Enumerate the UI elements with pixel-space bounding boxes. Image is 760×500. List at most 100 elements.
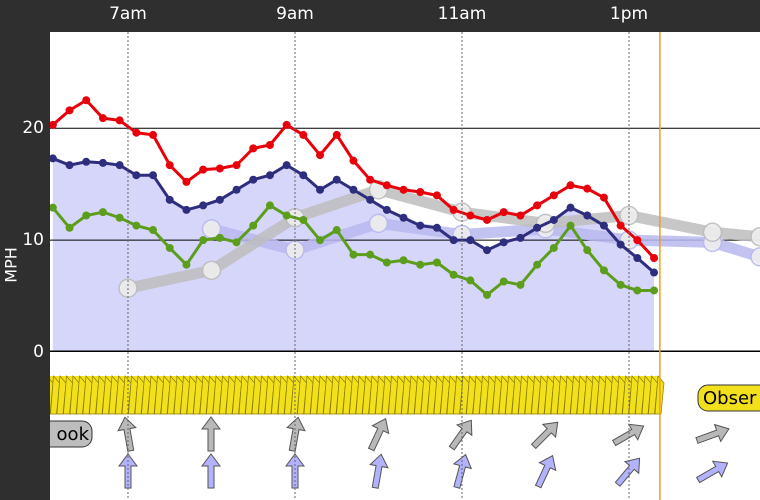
x-tick-label: 9am	[276, 4, 314, 24]
forecast-arrow	[452, 453, 473, 489]
axes: 7am 9am 11am 1pm 0 10 20	[22, 4, 648, 362]
outlook-arrow	[695, 423, 730, 444]
forecast-point	[702, 222, 723, 243]
series-point	[165, 195, 174, 204]
series-point	[483, 246, 492, 255]
series-point	[566, 221, 575, 230]
outlook-label: ook	[57, 424, 90, 445]
series-point	[633, 286, 642, 295]
series-point	[599, 266, 608, 275]
outlook-arrow	[201, 416, 221, 452]
forecast-point	[750, 247, 760, 267]
series-point	[149, 130, 158, 139]
y-tick-label: 0	[33, 342, 44, 362]
series-point	[483, 215, 492, 224]
series-point	[299, 171, 308, 180]
series-point	[633, 236, 642, 245]
series-point	[282, 161, 291, 170]
series-point	[115, 161, 124, 170]
series-point	[549, 191, 558, 200]
series-point	[549, 243, 558, 252]
series-point	[332, 175, 341, 184]
observed-label: Obser	[703, 388, 757, 409]
series-point	[50, 154, 57, 163]
series-point	[115, 116, 124, 125]
series-point	[165, 161, 174, 170]
forecast-line	[205, 217, 760, 263]
series-point	[249, 144, 258, 153]
series-point	[533, 223, 542, 232]
y-tick-label: 20	[22, 118, 44, 138]
series-point	[499, 238, 508, 247]
series-point	[316, 236, 325, 245]
series-point	[366, 175, 375, 184]
series-point	[449, 205, 458, 214]
x-tick-label: 7am	[109, 4, 147, 24]
series-point	[265, 141, 274, 150]
observed-pill	[697, 384, 760, 412]
series-point	[583, 184, 592, 193]
top-strip	[0, 0, 760, 32]
series-point	[432, 223, 441, 232]
series-point	[50, 120, 57, 129]
series-point	[566, 181, 575, 190]
forecast-point	[368, 213, 389, 234]
series-point	[466, 276, 475, 285]
series-point	[282, 120, 291, 129]
series-point	[249, 221, 258, 230]
forecast-arrow	[369, 453, 389, 489]
series-point	[50, 203, 57, 212]
series-point	[182, 205, 191, 214]
y-tick-label: 10	[22, 230, 44, 250]
series-point	[215, 233, 224, 242]
series-point	[599, 193, 608, 202]
series-point	[583, 211, 592, 220]
y-axis-label: MPH	[2, 247, 21, 282]
plot-area	[50, 96, 760, 352]
series-point	[182, 260, 191, 269]
series-point	[349, 185, 358, 194]
series-point	[232, 185, 241, 194]
direction-panel: ook Obser	[50, 375, 760, 489]
outlook-pill	[50, 420, 93, 448]
series-point	[349, 156, 358, 165]
series-point	[533, 201, 542, 210]
series-point	[583, 246, 592, 255]
series-point	[499, 208, 508, 217]
forecast-point	[201, 260, 222, 281]
series-point	[416, 260, 425, 269]
series-point	[98, 114, 107, 123]
series-point	[265, 171, 274, 180]
series-point	[165, 243, 174, 252]
outlook-arrow	[530, 421, 559, 450]
series-point	[65, 106, 74, 115]
forecast-arrow	[201, 453, 221, 489]
series-point	[516, 233, 525, 242]
series-point	[650, 268, 659, 277]
series-point	[366, 250, 375, 259]
series-point	[650, 286, 659, 295]
series-point	[149, 171, 158, 180]
series-point	[549, 215, 558, 224]
series-point	[132, 128, 141, 137]
series-point	[232, 238, 241, 247]
series-point	[483, 290, 492, 299]
outlook-arrow	[448, 419, 473, 451]
series-point	[282, 211, 291, 220]
series-point	[616, 221, 625, 230]
series-point	[616, 240, 625, 249]
forecast-arrow	[534, 454, 557, 489]
series-point	[466, 211, 475, 220]
series-point	[316, 185, 325, 194]
series-point	[332, 226, 341, 235]
series-point	[599, 221, 608, 230]
series-point	[416, 221, 425, 230]
series-point	[399, 256, 408, 265]
series-point	[215, 195, 224, 204]
series-point	[499, 277, 508, 286]
series-point	[382, 258, 391, 267]
series-point	[566, 203, 575, 212]
outlook-arrow	[286, 416, 306, 452]
series-point	[633, 254, 642, 263]
